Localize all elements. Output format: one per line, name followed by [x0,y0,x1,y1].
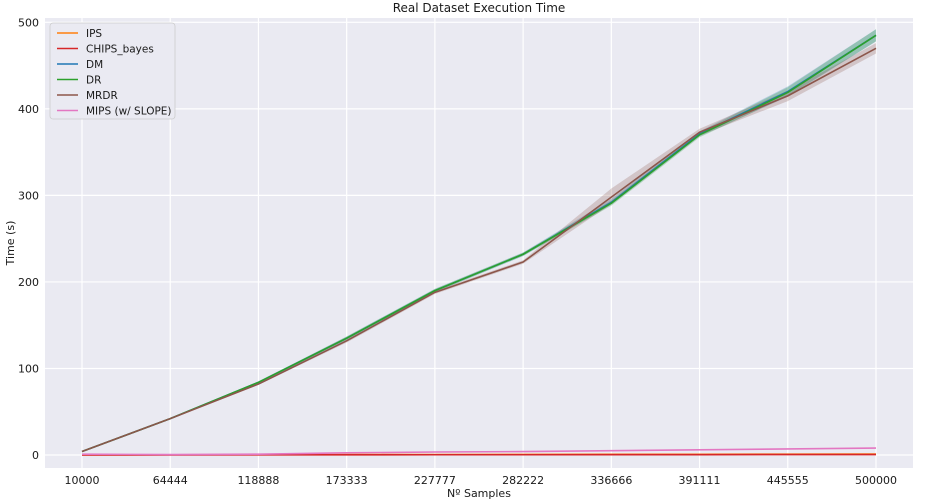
x-tick-label: 64444 [153,474,188,487]
x-tick-label: 391111 [679,474,721,487]
chart-title: Real Dataset Execution Time [393,1,566,15]
x-tick-label: 336666 [590,474,632,487]
x-axis-title: Nº Samples [447,487,511,500]
y-axis-title: Time (s) [4,221,17,267]
x-tick-labels: 10000 64444 118888 173333 227777 282222 336666… [65,474,898,487]
legend-label: MRDR [86,90,118,102]
y-tick-label: 300 [18,189,39,202]
x-tick-label: 282222 [502,474,544,487]
x-tick-label: 173333 [326,474,368,487]
y-tick-label: 500 [18,16,39,29]
legend-label: MIPS (w/ SLOPE) [86,105,172,117]
legend-label: DM [86,59,103,71]
y-tick-label: 0 [32,449,39,462]
legend: IPS CHIPS_bayes DM DR MRDR MIPS (w/ SLOPE) [50,23,175,119]
y-tick-label: 200 [18,276,39,289]
x-tick-label: 10000 [65,474,100,487]
legend-label: IPS [86,28,102,40]
x-tick-label: 500000 [855,474,897,487]
legend-label: CHIPS_bayes [86,43,154,55]
y-tick-label: 400 [18,103,39,116]
x-tick-label: 227777 [414,474,456,487]
y-tick-labels: 0 100 200 300 400 500 [18,16,39,462]
x-tick-label: 445555 [767,474,809,487]
legend-label: DR [86,74,101,86]
y-tick-label: 100 [18,362,39,375]
x-tick-label: 118888 [237,474,279,487]
